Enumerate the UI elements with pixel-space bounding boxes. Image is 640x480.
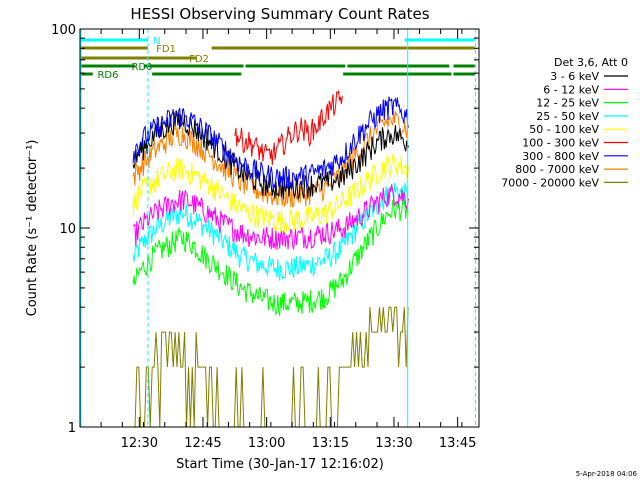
y-axis-label: Count Rate (s⁻¹ detector⁻¹) bbox=[25, 140, 40, 317]
series-6-12-kev bbox=[132, 184, 409, 251]
series-line bbox=[132, 110, 409, 200]
legend-entry: 50 - 100 keV bbox=[529, 123, 628, 136]
series-line bbox=[132, 154, 409, 233]
flag-label: FD2 bbox=[189, 54, 209, 65]
legend-entry: 800 - 7000 keV bbox=[515, 163, 628, 176]
x-tick-label: 13:00 bbox=[248, 436, 285, 451]
series-line bbox=[132, 182, 409, 281]
flag-rd6: RD6 bbox=[80, 70, 475, 81]
series-line bbox=[132, 197, 409, 316]
legend-label: 12 - 25 keV bbox=[536, 97, 599, 110]
x-tick-label: 12:30 bbox=[121, 436, 158, 451]
series-group bbox=[132, 89, 409, 428]
y-tick-label: 100 bbox=[51, 23, 76, 38]
flag-label: N bbox=[153, 36, 160, 47]
x-tick-label: 13:45 bbox=[439, 436, 476, 451]
flag-label: RD0 bbox=[131, 62, 152, 73]
legend-label: 25 - 50 keV bbox=[536, 110, 599, 123]
date-stamp: 5-Apr-2018 04:06 bbox=[576, 470, 638, 478]
legend-label: 800 - 7000 keV bbox=[515, 163, 599, 176]
legend-entry: 12 - 25 keV bbox=[536, 97, 628, 110]
series-12-25-kev bbox=[132, 197, 409, 316]
legend-label: 50 - 100 keV bbox=[529, 123, 599, 136]
axes: 12:30 12:45 13:00 13:15 13:30 13:45 1 10 100 bbox=[51, 23, 479, 451]
legend-entry: 6 - 12 keV bbox=[543, 83, 628, 96]
x-axis-label: Start Time (30-Jan-17 12:16:02) bbox=[176, 457, 384, 472]
flag-n: N bbox=[80, 36, 475, 47]
legend-entry: 7000 - 20000 keV bbox=[501, 176, 628, 189]
series-line bbox=[132, 184, 409, 251]
y-tick-label: 1 bbox=[68, 421, 76, 436]
legend-label: 100 - 300 keV bbox=[522, 137, 599, 150]
flag-rd0: RD0 bbox=[80, 62, 475, 73]
flag-fd1: FD1 bbox=[80, 44, 475, 55]
legend-label: 3 - 6 keV bbox=[550, 70, 599, 83]
series-100-300-kev bbox=[234, 89, 343, 166]
flag-label: FD1 bbox=[156, 44, 176, 55]
series-800-7000-kev bbox=[132, 111, 409, 209]
legend-entry: 3 - 6 keV bbox=[550, 70, 628, 83]
series-3-6-kev bbox=[132, 110, 409, 200]
legend-entry: 100 - 300 keV bbox=[522, 137, 628, 150]
legend-header: Det 3,6, Att 0 bbox=[554, 56, 628, 69]
x-tick-label: 12:45 bbox=[184, 436, 221, 451]
series-line bbox=[132, 96, 409, 190]
flag-fd2: FD2 bbox=[80, 54, 209, 65]
y-tick-label: 10 bbox=[59, 222, 76, 237]
series-300-800-kev bbox=[132, 96, 409, 190]
series-line bbox=[234, 89, 343, 166]
legend-label: 6 - 12 keV bbox=[543, 83, 599, 96]
x-tick-label: 13:15 bbox=[312, 436, 349, 451]
legend-entry: 25 - 50 keV bbox=[536, 110, 628, 123]
legend-label: 7000 - 20000 keV bbox=[501, 176, 599, 189]
series-50-100-kev bbox=[132, 154, 409, 233]
x-tick-label: 13:30 bbox=[375, 436, 412, 451]
legend-label: 300 - 800 keV bbox=[522, 150, 599, 163]
legend-entry: 300 - 800 keV bbox=[522, 150, 628, 163]
series-line bbox=[132, 111, 409, 209]
series-25-50-kev bbox=[132, 182, 409, 281]
chart-title: HESSI Observing Summary Count Rates bbox=[130, 5, 429, 23]
flag-label: RD6 bbox=[97, 70, 118, 81]
